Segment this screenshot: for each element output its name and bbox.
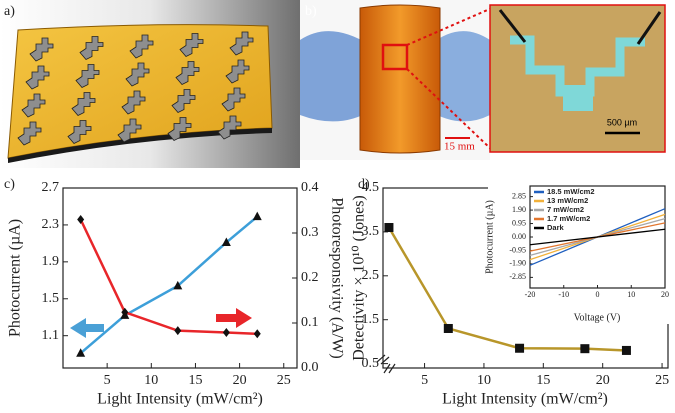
series-line	[529, 228, 666, 246]
y2-axis-label: Photoresponsivity (A/W)	[328, 197, 345, 358]
y-tick-label: 2.7	[42, 180, 60, 195]
x-tick-label: 0	[596, 290, 600, 299]
device	[225, 59, 250, 84]
y-tick-label: 1.90	[512, 205, 526, 214]
inset-background	[488, 182, 669, 324]
legend-label: 18.5 mW/cm2	[547, 187, 595, 196]
y2-tick-label: 0.0	[301, 360, 319, 375]
y-tick-label: 2.3	[42, 217, 60, 232]
marker	[443, 323, 453, 333]
device	[129, 34, 154, 59]
device	[179, 33, 204, 57]
panel-label: b)	[305, 4, 317, 19]
device	[29, 37, 54, 62]
device	[221, 87, 246, 112]
x-axis-label: Voltage (V)	[574, 312, 621, 323]
panel-label: c)	[4, 177, 15, 192]
x-tick-label: 15	[536, 373, 550, 388]
legend-label: 13 mW/cm2	[547, 196, 588, 205]
y2-tick-label: 0.4	[301, 180, 319, 195]
x-tick-label: 5	[104, 373, 111, 388]
arrow	[216, 308, 252, 328]
device	[67, 120, 92, 144]
marker	[253, 329, 261, 339]
marker	[221, 237, 231, 246]
y2-tick-label: 0.2	[301, 270, 319, 285]
marker	[252, 211, 262, 221]
x-tick-label: -20	[525, 290, 536, 299]
plot-frame	[62, 187, 298, 369]
y-tick-label: 2.5	[362, 268, 380, 283]
scale-label: 15 mm	[444, 141, 475, 153]
legend-label: Dark	[547, 223, 565, 232]
x-tick-label: 20	[661, 290, 669, 299]
y-tick-label: 1.5	[362, 312, 380, 327]
y-tick-label: 1.9	[42, 254, 60, 269]
x-tick-label: 20	[596, 373, 610, 388]
x-tick-label: 10	[144, 373, 158, 388]
marker	[384, 223, 394, 233]
marker	[222, 327, 230, 337]
device	[217, 115, 242, 140]
device	[71, 92, 96, 116]
y-tick-label: -1.90	[509, 259, 526, 268]
arrow	[70, 318, 104, 338]
x-tick-label: 10	[627, 290, 635, 299]
y-tick-label: 3.5	[362, 224, 380, 239]
marker	[121, 307, 129, 317]
marker	[580, 344, 590, 354]
x-tick-label: 15	[188, 373, 202, 388]
y2-tick-label: 0.1	[301, 315, 319, 330]
y-tick-label: 1.1	[42, 328, 60, 343]
y-tick-label: 1.5	[42, 291, 60, 306]
y-axis-label: Photocurrent (µA)	[484, 200, 495, 274]
marker	[515, 343, 525, 353]
device	[171, 89, 196, 113]
x-tick-label: 5	[421, 373, 428, 388]
scale-label: 500 µm	[607, 117, 637, 127]
x-tick-label: 20	[233, 373, 247, 388]
device	[167, 117, 192, 141]
device	[121, 90, 146, 115]
device	[229, 31, 254, 56]
x-tick-label: 25	[277, 373, 291, 388]
device	[117, 118, 142, 143]
device	[25, 65, 50, 90]
marker	[76, 348, 86, 357]
x-tick-label: -10	[558, 290, 569, 299]
panel-a-image	[0, 0, 300, 168]
marker	[173, 280, 183, 290]
device	[125, 62, 150, 87]
y-tick-label: -2.85	[509, 272, 526, 281]
panel-label: a)	[4, 4, 15, 19]
legend-label: 7 mW/cm2	[547, 205, 584, 214]
y-tick-label: 4.5	[362, 180, 380, 195]
x-tick-label: 25	[655, 373, 669, 388]
y2-tick-label: 0.3	[301, 225, 319, 240]
x-axis-label: Light Intensity (mW/cm²)	[97, 391, 263, 408]
y-axis-label: Photocurrent (µA)	[7, 219, 24, 337]
panel-label: d)	[358, 177, 370, 192]
marker	[621, 345, 631, 355]
device	[175, 61, 200, 85]
y-tick-label: 0.95	[512, 218, 526, 227]
marker	[77, 215, 85, 224]
x-tick-label: 10	[477, 373, 491, 388]
panel-b-image	[300, 0, 666, 160]
y-tick-label: 0.00	[512, 232, 526, 241]
device	[21, 93, 46, 118]
legend-label: 1.7 mW/cm2	[547, 214, 590, 223]
device	[17, 121, 42, 146]
x-axis-label: Light Intensity (mW/cm²)	[442, 391, 608, 408]
y-tick-label: 2.85	[512, 191, 526, 200]
y-axis-label: Detectivity × 10¹⁰ (Jones)	[351, 195, 368, 361]
device	[75, 64, 100, 88]
marker	[174, 326, 182, 336]
y-tick-label: 0.5	[362, 356, 380, 371]
y-tick-label: -0.95	[509, 245, 526, 254]
device	[79, 36, 104, 60]
